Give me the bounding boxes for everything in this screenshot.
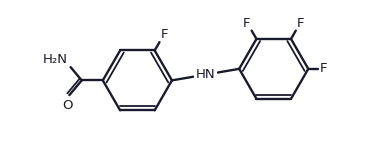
Text: F: F	[320, 62, 327, 75]
Text: O: O	[62, 99, 73, 112]
Text: H₂N: H₂N	[43, 53, 68, 66]
Text: F: F	[297, 17, 304, 30]
Text: HN: HN	[196, 68, 215, 81]
Text: F: F	[243, 17, 251, 30]
Text: F: F	[160, 28, 168, 41]
